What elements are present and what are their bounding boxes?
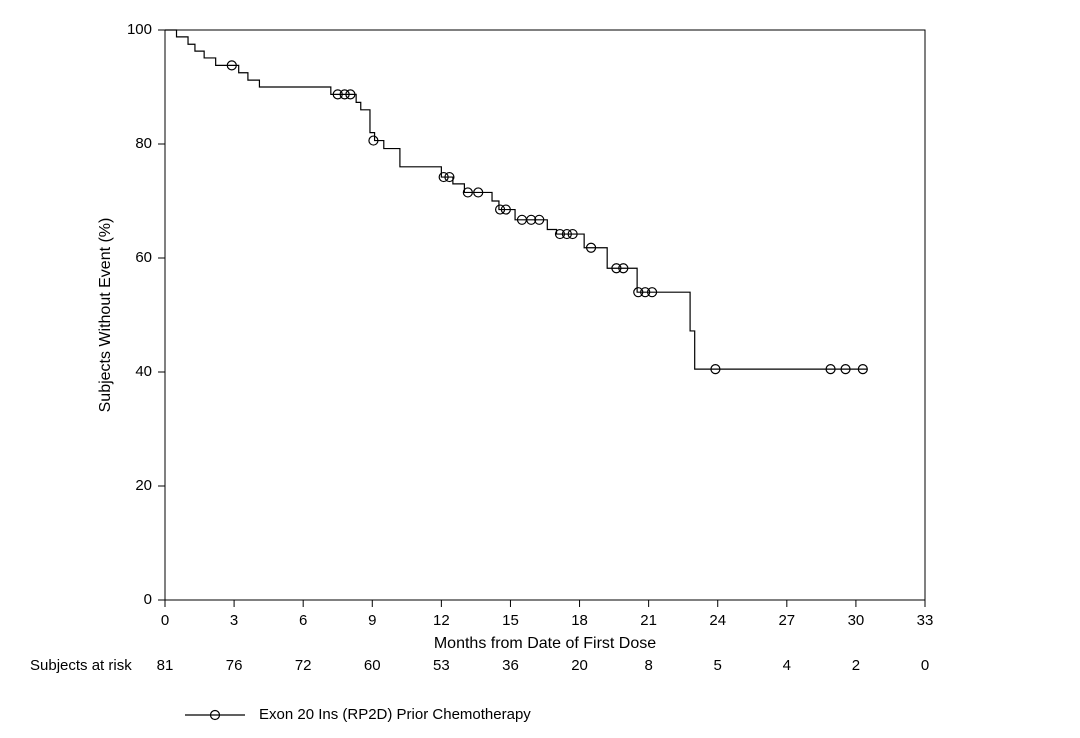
risk-count: 60 <box>364 657 381 674</box>
x-tick-label: 3 <box>230 612 238 629</box>
y-tick-label: 100 <box>127 21 152 38</box>
risk-count: 2 <box>852 657 860 674</box>
x-tick-label: 12 <box>433 612 450 629</box>
x-axis-label: Months from Date of First Dose <box>434 635 656 652</box>
risk-count: 76 <box>226 657 243 674</box>
y-tick-label: 60 <box>135 249 152 266</box>
y-axis-label: Subjects Without Event (%) <box>97 218 114 413</box>
x-tick-label: 6 <box>299 612 307 629</box>
risk-table-label: Subjects at risk <box>30 657 132 674</box>
x-tick-label: 18 <box>571 612 588 629</box>
x-tick-label: 30 <box>848 612 865 629</box>
y-tick-label: 20 <box>135 477 152 494</box>
risk-count: 8 <box>644 657 652 674</box>
x-tick-label: 33 <box>917 612 934 629</box>
risk-count: 0 <box>921 657 929 674</box>
x-tick-label: 21 <box>640 612 657 629</box>
x-tick-label: 24 <box>709 612 726 629</box>
risk-count: 36 <box>502 657 519 674</box>
risk-count: 72 <box>295 657 312 674</box>
km-chart: 020406080100Subjects Without Event (%)03… <box>0 0 1080 738</box>
risk-count: 81 <box>157 657 174 674</box>
x-tick-label: 0 <box>161 612 169 629</box>
risk-count: 53 <box>433 657 450 674</box>
x-tick-label: 9 <box>368 612 376 629</box>
x-tick-label: 15 <box>502 612 519 629</box>
plot-border <box>165 30 925 600</box>
chart-svg: 020406080100Subjects Without Event (%)03… <box>0 0 1080 738</box>
y-tick-label: 0 <box>144 591 152 608</box>
risk-count: 5 <box>714 657 722 674</box>
risk-count: 4 <box>783 657 791 674</box>
y-tick-label: 40 <box>135 363 152 380</box>
legend-label: Exon 20 Ins (RP2D) Prior Chemotherapy <box>259 706 531 723</box>
km-curve <box>165 30 867 369</box>
y-tick-label: 80 <box>135 135 152 152</box>
risk-count: 20 <box>571 657 588 674</box>
x-tick-label: 27 <box>778 612 795 629</box>
